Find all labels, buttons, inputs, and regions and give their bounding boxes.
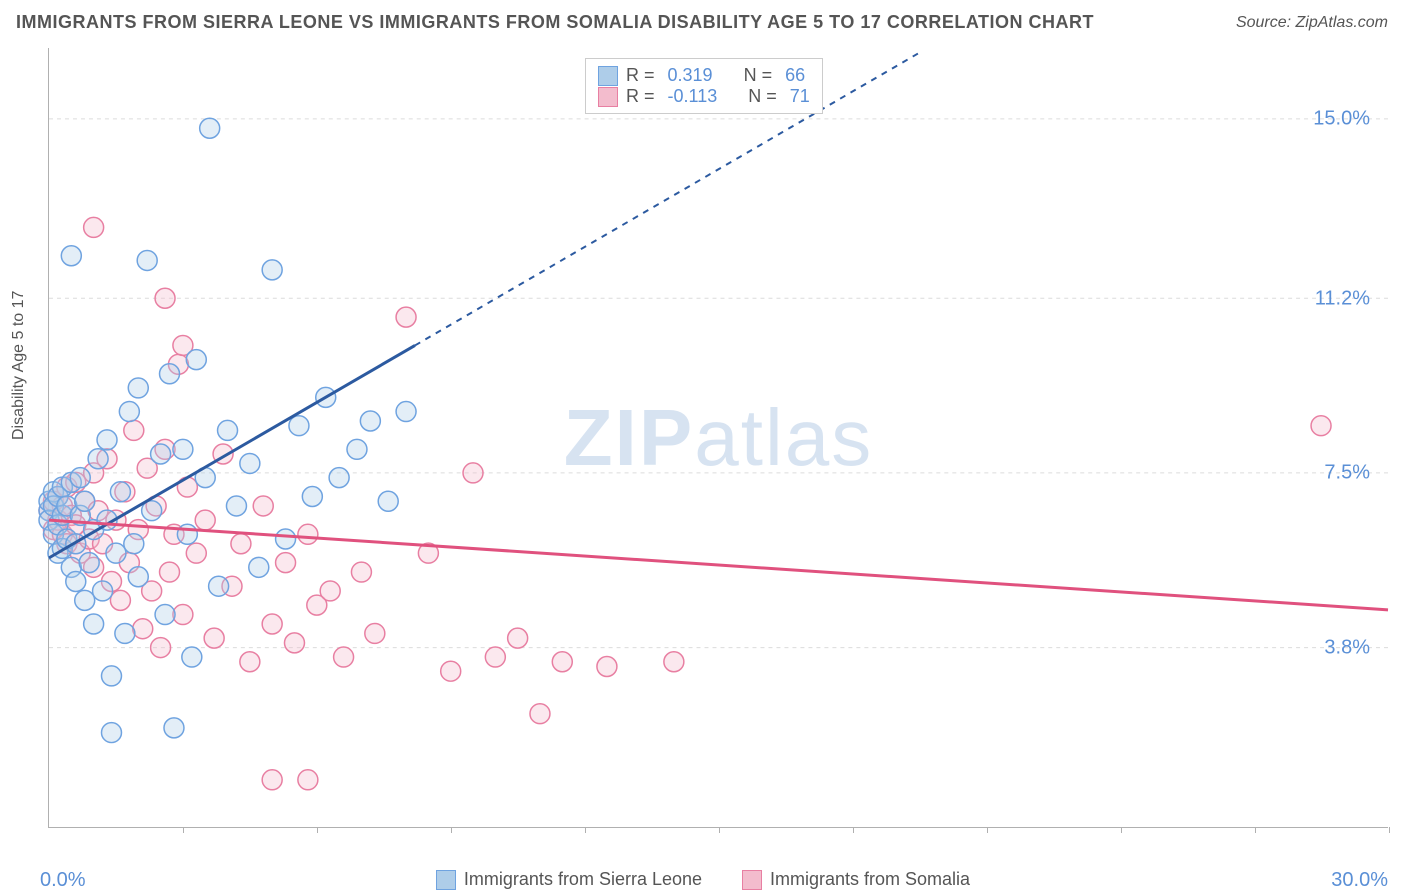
legend: Immigrants from Sierra Leone Immigrants … bbox=[0, 869, 1406, 890]
n-value-1: 66 bbox=[785, 65, 805, 86]
r-label: R = bbox=[626, 65, 660, 86]
correlation-stats-box: R = 0.319 N = 66 R = -0.113 N = 71 bbox=[585, 58, 823, 114]
legend-label-2: Immigrants from Somalia bbox=[770, 869, 970, 890]
legend-label-1: Immigrants from Sierra Leone bbox=[464, 869, 702, 890]
swatch-series-2-icon bbox=[742, 870, 762, 890]
r-value-1: 0.319 bbox=[668, 65, 713, 86]
x-tick bbox=[1389, 827, 1390, 833]
x-tick bbox=[719, 827, 720, 833]
x-tick bbox=[317, 827, 318, 833]
scatter-svg bbox=[49, 48, 1388, 827]
n-label: N = bbox=[748, 86, 782, 107]
chart-title: IMMIGRANTS FROM SIERRA LEONE VS IMMIGRAN… bbox=[16, 12, 1094, 33]
source-label: Source: ZipAtlas.com bbox=[1236, 14, 1388, 32]
n-label: N = bbox=[744, 65, 778, 86]
y-tick-label: 3.8% bbox=[1324, 637, 1370, 660]
r-label: R = bbox=[626, 86, 660, 107]
swatch-series-1-icon bbox=[598, 66, 618, 86]
chart-plot-area: ZIPatlas R = 0.319 N = 66 R = -0.113 N =… bbox=[48, 48, 1388, 828]
x-tick bbox=[183, 827, 184, 833]
stats-row-1: R = 0.319 N = 66 bbox=[598, 65, 810, 86]
x-tick bbox=[451, 827, 452, 833]
y-tick-label: 11.2% bbox=[1315, 287, 1370, 310]
legend-item-1: Immigrants from Sierra Leone bbox=[436, 869, 702, 890]
x-tick bbox=[1255, 827, 1256, 833]
legend-item-2: Immigrants from Somalia bbox=[742, 869, 970, 890]
y-axis-label: Disability Age 5 to 17 bbox=[10, 291, 28, 440]
r-value-2: -0.113 bbox=[668, 86, 718, 107]
x-tick bbox=[853, 827, 854, 833]
y-tick-label: 7.5% bbox=[1324, 462, 1370, 485]
stats-row-2: R = -0.113 N = 71 bbox=[598, 86, 810, 107]
n-value-2: 71 bbox=[790, 86, 810, 107]
x-tick bbox=[1121, 827, 1122, 833]
x-tick bbox=[987, 827, 988, 833]
x-tick bbox=[585, 827, 586, 833]
y-tick-label: 15.0% bbox=[1313, 107, 1370, 130]
swatch-series-1-icon bbox=[436, 870, 456, 890]
swatch-series-2-icon bbox=[598, 87, 618, 107]
